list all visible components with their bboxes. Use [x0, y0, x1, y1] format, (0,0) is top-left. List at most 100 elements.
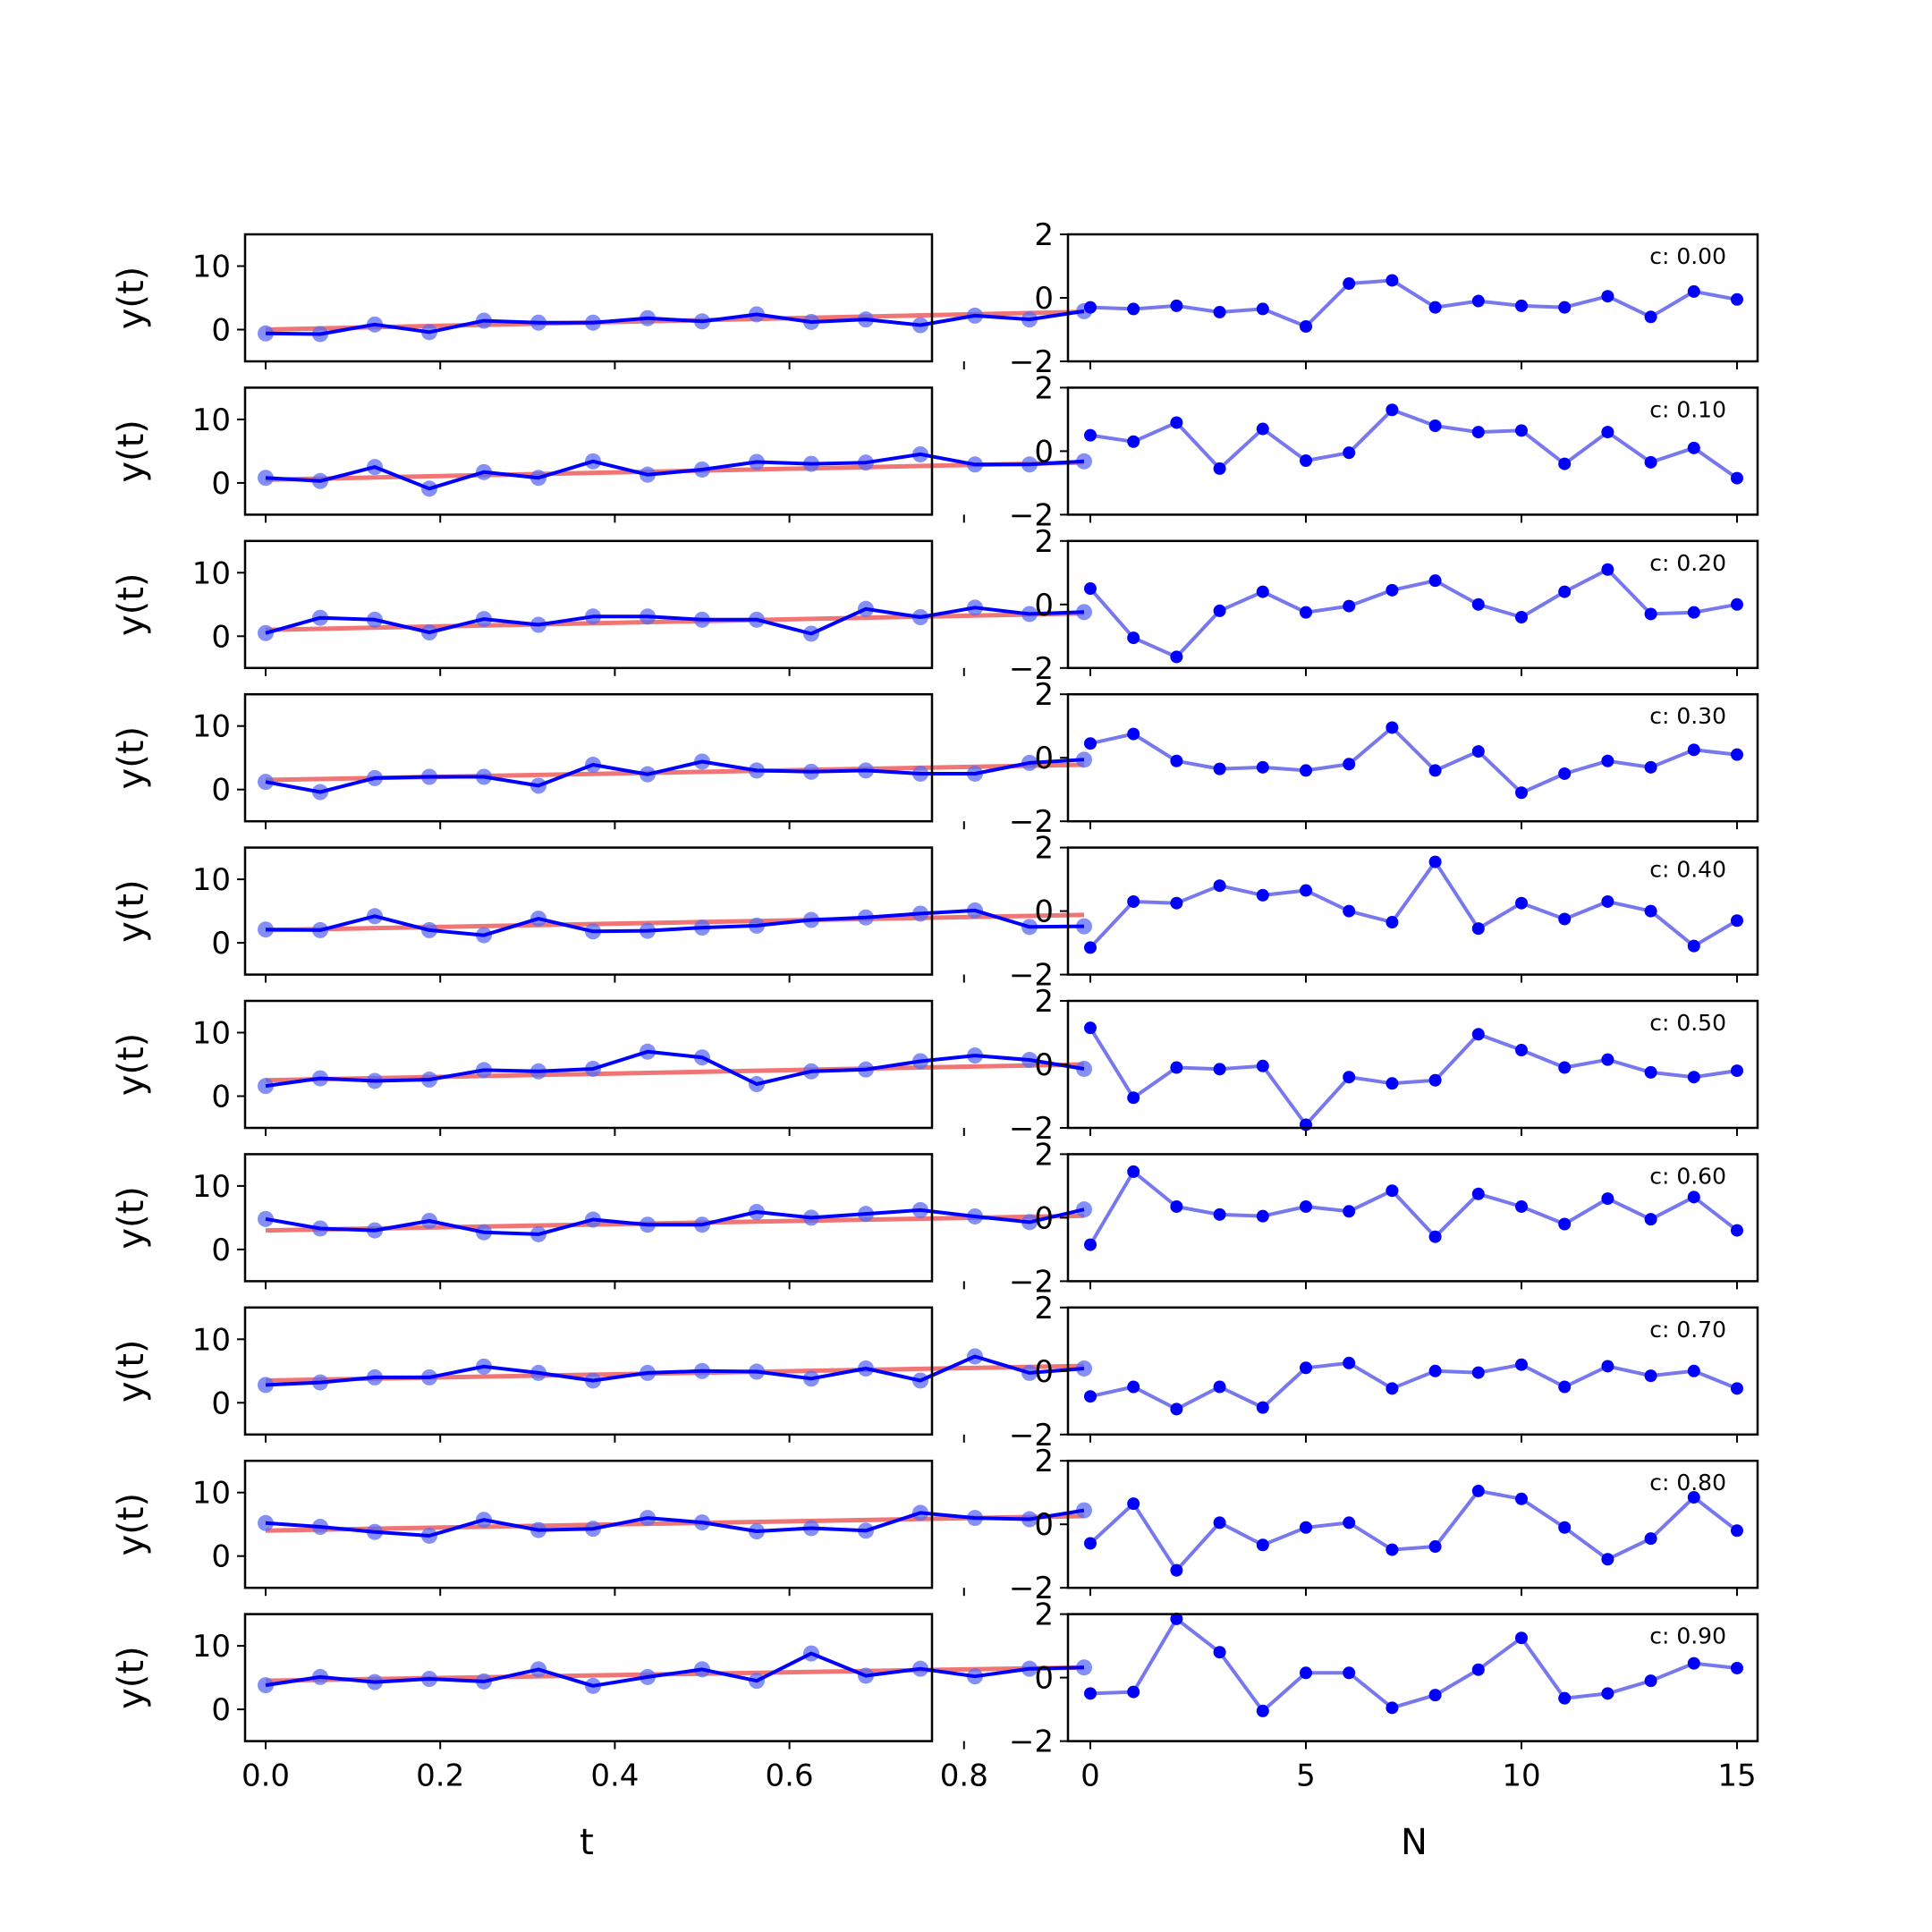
- residual-point: [1084, 941, 1097, 954]
- y-tick-label: 0: [211, 1539, 231, 1575]
- y-axis-label: y(t): [111, 573, 152, 637]
- y-tick-label: 0: [1034, 588, 1054, 623]
- residual-point: [1558, 1061, 1572, 1074]
- residual-point: [1127, 302, 1140, 316]
- y-tick-label: 10: [192, 1322, 231, 1358]
- residual-line: [1089, 278, 1738, 328]
- residual-point: [1644, 310, 1657, 324]
- residual-point: [1385, 403, 1399, 417]
- axes-frame: [243, 386, 934, 516]
- residual-point: [1385, 1077, 1399, 1090]
- axes-frame: [1066, 846, 1759, 976]
- residual-line: [1089, 1360, 1738, 1411]
- residual-point: [1170, 1402, 1183, 1416]
- axes-frame: [1066, 233, 1759, 363]
- residual-point: [1471, 1028, 1485, 1041]
- residual-point: [1515, 299, 1528, 312]
- residual-point: [1213, 879, 1226, 893]
- y-tick-label: 0: [211, 313, 231, 349]
- residual-point: [1084, 582, 1097, 596]
- residual-point: [1127, 1091, 1140, 1105]
- residual-point: [1084, 1021, 1097, 1035]
- residual-point: [1170, 1612, 1183, 1625]
- residual-point: [1471, 1366, 1485, 1379]
- observed-point: [258, 1377, 274, 1394]
- residual-point: [1731, 1064, 1743, 1078]
- residual-point: [1343, 599, 1356, 613]
- residual-point: [1127, 727, 1140, 741]
- axes-frame: [1066, 1613, 1759, 1742]
- y-tick-label: 0: [211, 619, 231, 655]
- residual-point: [1127, 435, 1140, 448]
- residual-point: [1687, 1071, 1700, 1084]
- observed-point: [1076, 1502, 1092, 1519]
- residual-point: [1084, 1238, 1097, 1251]
- y-tick-label: −2: [1009, 1418, 1054, 1453]
- residual-point: [1256, 1059, 1269, 1072]
- y-tick-label: −2: [1009, 1111, 1054, 1147]
- residual-point: [1300, 606, 1312, 619]
- residual-point: [1687, 939, 1700, 953]
- residual-annotation: c: 0.50: [1649, 1010, 1726, 1036]
- residual-point: [1644, 1213, 1657, 1226]
- x-tick-label: 0.8: [940, 1758, 988, 1794]
- residual-line: [1089, 725, 1738, 795]
- axes-frame: [243, 846, 934, 976]
- residual-point: [1687, 1657, 1700, 1670]
- observed-line: [265, 908, 1085, 937]
- observed-line: [265, 309, 1085, 336]
- residual-point: [1300, 884, 1312, 897]
- residual-line: [1089, 408, 1739, 480]
- residual-point: [1256, 1401, 1269, 1414]
- residual-point: [1256, 302, 1269, 316]
- y-axis-label: y(t): [111, 726, 152, 790]
- y-tick-label: −2: [1009, 804, 1054, 840]
- residual-point: [1127, 1497, 1140, 1511]
- observed-line: [265, 452, 1085, 491]
- residual-point: [1256, 760, 1269, 774]
- observed-point: [258, 1514, 274, 1531]
- residual-annotation: c: 0.80: [1649, 1470, 1726, 1496]
- residual-point: [1256, 1704, 1269, 1717]
- observed-point: [1076, 453, 1092, 470]
- residual-point: [1558, 767, 1572, 780]
- residual-point: [1515, 1199, 1528, 1213]
- residual-annotation: c: 0.70: [1649, 1317, 1726, 1343]
- residual-point: [1213, 1380, 1226, 1394]
- axes-frame: [1066, 999, 1759, 1130]
- residual-point: [1471, 1484, 1485, 1497]
- residual-point: [1471, 426, 1485, 439]
- y-tick-label: 0: [211, 773, 231, 809]
- fit-line: [265, 1513, 1085, 1533]
- axes-frame: [243, 1153, 934, 1283]
- residual-point: [1213, 762, 1226, 775]
- residual-point: [1127, 894, 1140, 908]
- right-subplot-3: −2 0 2 c: 0.30: [1009, 677, 1759, 840]
- y-tick-label: 0: [211, 1233, 231, 1268]
- residual-point: [1644, 760, 1657, 774]
- residual-point: [1300, 1521, 1312, 1534]
- y-axis-label: y(t): [111, 1493, 152, 1556]
- residual-point: [1127, 1380, 1140, 1394]
- residual-point: [1687, 743, 1700, 757]
- residual-point: [1644, 1532, 1657, 1546]
- residual-point: [1300, 454, 1312, 468]
- y-tick-label: −2: [1009, 1724, 1054, 1760]
- residual-point: [1687, 606, 1700, 619]
- residual-point: [1515, 1631, 1528, 1645]
- y-tick-label: 0: [211, 1692, 231, 1728]
- residual-line: [1089, 860, 1739, 949]
- residual-point: [1428, 1364, 1442, 1377]
- axes-frame: [1066, 539, 1759, 670]
- residual-point: [1558, 1521, 1572, 1534]
- residual-point: [1558, 301, 1572, 314]
- residual-point: [1343, 758, 1356, 771]
- residual-point: [1385, 1184, 1399, 1198]
- observed-line: [265, 1354, 1085, 1387]
- residual-point: [1170, 1199, 1183, 1213]
- axes-frame: [1066, 692, 1759, 823]
- observed-vs-fit-column: 0 10 y(t) 0 10 y(t) 0 10 y(t) 0 10 y(t) 0 10 y(t) 0 10 y(…: [111, 233, 1092, 1794]
- residual-point: [1213, 1516, 1226, 1530]
- left-subplot-9: 0 10 y(t): [111, 1613, 1092, 1750]
- residual-point: [1428, 764, 1442, 777]
